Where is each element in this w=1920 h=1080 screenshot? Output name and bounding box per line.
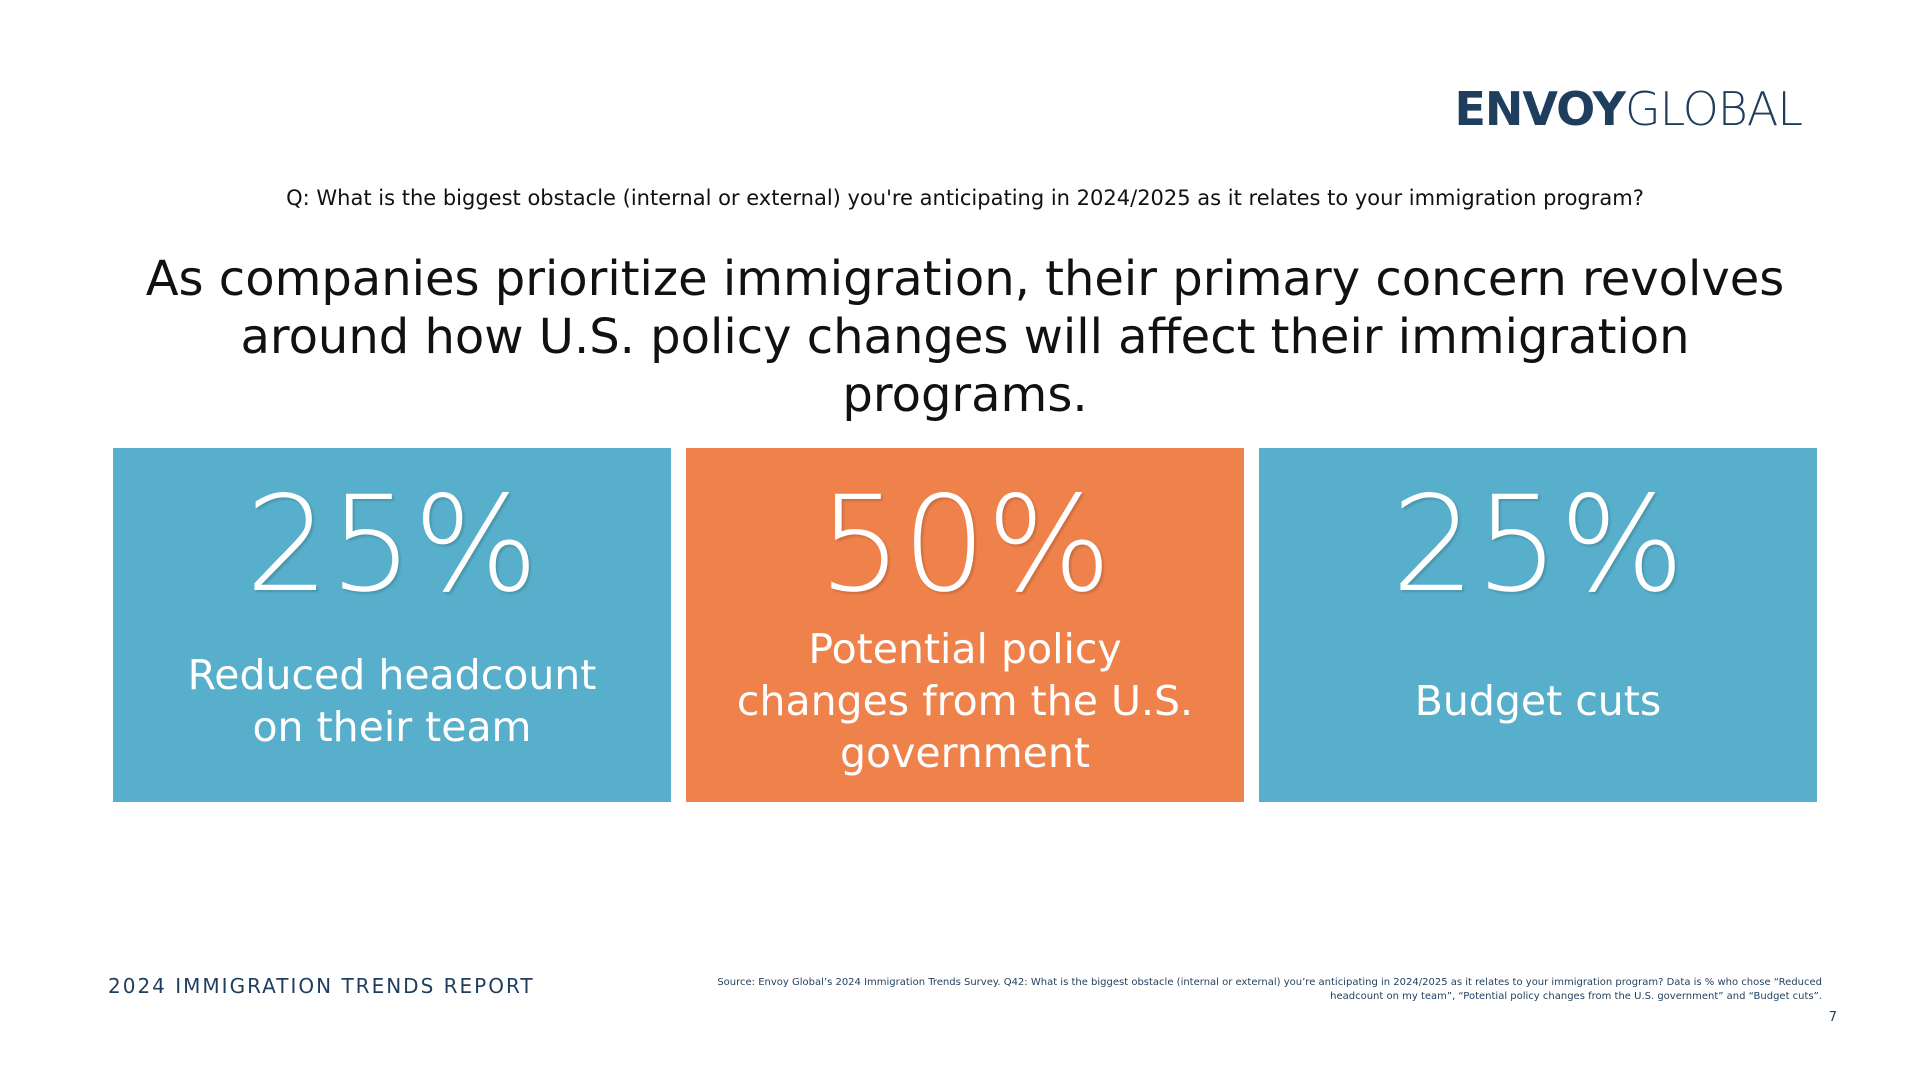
stat-value: 25% (245, 468, 539, 622)
headline: As companies prioritize immigration, the… (145, 251, 1785, 423)
logo-bold: ENVOY (1454, 82, 1625, 136)
logo: ENVOYGLOBAL (1454, 82, 1803, 136)
cards: 25% Reduced headcount on their team 50% Pot… (113, 448, 1817, 802)
stat-value: 50% (818, 468, 1112, 622)
logo-light: GLOBAL (1624, 82, 1803, 136)
stat-label: Reduced headcount on their team (187, 651, 597, 751)
stat-card: 25% Budget cuts (1259, 448, 1817, 802)
stat-card: 50% Potential policy changes from the U.S… (686, 448, 1244, 802)
stat-card: 25% Reduced headcount on their team (113, 448, 671, 802)
source-note: Source: Envoy Global’s 2024 Immigration … (717, 977, 1822, 1002)
stat-value: 25% (1391, 468, 1685, 622)
report-title: 2024 IMMIGRATION TRENDS REPORT (108, 974, 535, 998)
question: Q: What is the biggest obstacle (interna… (286, 186, 1644, 210)
stat-label: Budget cuts (1414, 677, 1662, 725)
stat-label: Potential policy changes from the U.S. g… (736, 625, 1194, 777)
page-number: 7 (1828, 1010, 1837, 1025)
